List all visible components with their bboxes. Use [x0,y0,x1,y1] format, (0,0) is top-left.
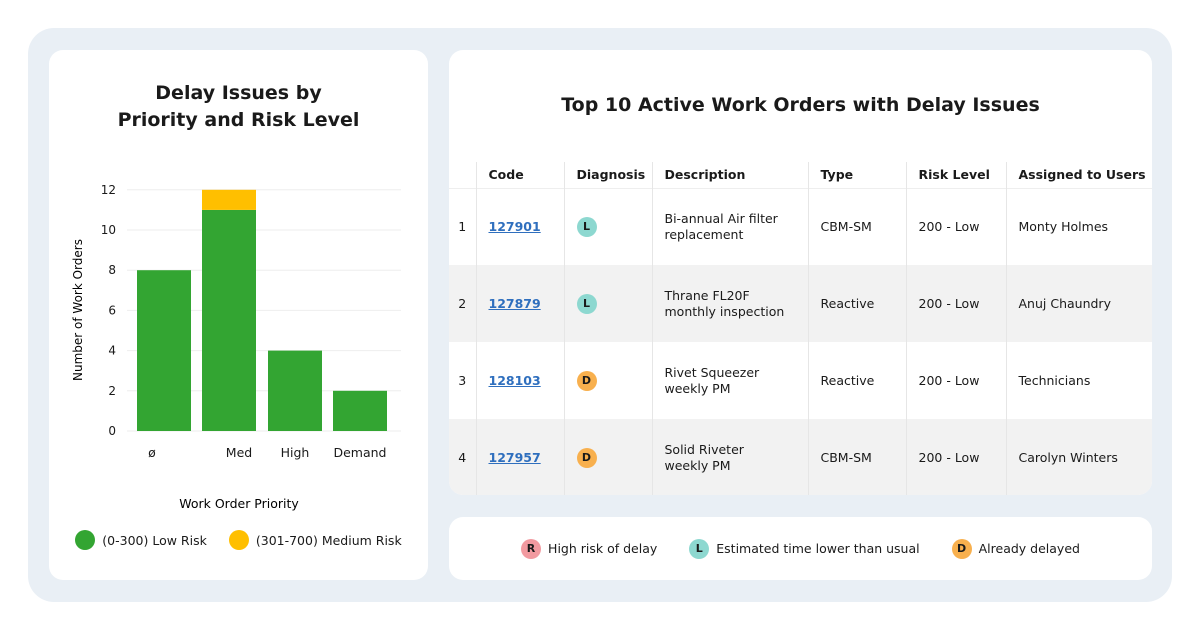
legend-item[interactable]: (0-300) Low Risk [75,530,207,550]
row-number: 1 [458,218,467,234]
diagnosis-legend-item: R High risk of delay [521,538,658,559]
bar-chart: 0 2 4 6 8 10 12 ø Med High Demand Work Order Priori… [71,183,401,511]
diagnosis-badge: D [576,370,597,391]
diagnosis-legend-label: Already delayed [978,541,1080,556]
work-orders-card: Top 10 Active Work Orders with Delay Iss… [449,50,1152,495]
column-header[interactable]: Description [651,162,808,188]
assigned-user-cell: Monty Holmes [1005,188,1152,265]
y-tick-label: 10 [101,223,116,237]
x-tick-label: Med [226,445,252,460]
diagnosis-badge-icon: D [951,538,972,559]
diagnosis-badge-icon: L [689,538,710,559]
chart-title: Delay Issues by Priority and Risk Level [49,80,428,134]
description-cell: Rivet Squeezer weekly PM [651,342,808,419]
work-order-link[interactable]: 127957 [488,449,541,465]
diagnosis-legend: R High risk of delay L Estimated time lower… [449,517,1152,580]
column-header[interactable]: Code [475,162,564,188]
y-tick-label: 12 [101,183,116,197]
legend-label: (301-700) Medium Risk [255,532,402,548]
table-row: 3 128103 D Rivet Squeezer weekly PM Reac… [449,342,1152,419]
row-number: 4 [458,449,467,465]
diagnosis-legend-item: L Estimated time lower than usual [689,538,920,559]
risk-level-cell: 200 - Low [905,188,1006,265]
diagnosis-badge: L [576,216,597,237]
chart-title-line: Priority and Risk Level [117,109,360,131]
chart-card: Delay Issues by Priority and Risk Level … [49,50,428,580]
work-order-link[interactable]: 127879 [488,295,541,311]
work-orders-table: Code Diagnosis Description Type Risk Level As… [449,162,1152,495]
y-tick-label: 2 [108,384,116,398]
y-tick-label: 6 [108,303,116,317]
legend-label: (0-300) Low Risk [102,532,207,548]
diagnosis-badge: L [576,293,597,314]
description-cell: Bi-annual Air filter replacement [651,188,808,265]
table-row: 4 127957 D Solid Riveter weekly PM CBM-S… [449,419,1152,495]
legend-item[interactable]: (301-700) Medium Risk [228,530,402,550]
diagnosis-badge-icon: R [521,538,542,559]
x-axis-label: Work Order Priority [179,496,299,511]
table-row: 2 127879 L Thrane FL20F monthly inspecti… [449,265,1152,342]
diagnosis-legend-label: Estimated time lower than usual [716,541,920,556]
type-cell: CBM-SM [807,188,906,265]
chart-legend: (0-300) Low Risk (301-700) Medium Risk [49,530,428,550]
work-order-link[interactable]: 128103 [488,372,541,388]
column-header[interactable]: Risk Level [905,162,1006,188]
type-cell: Reactive [807,342,906,419]
column-header[interactable]: Diagnosis [563,162,652,188]
x-tick-label: ø [148,445,156,460]
work-order-link[interactable]: 127901 [488,218,541,234]
table-header-row: Code Diagnosis Description Type Risk Level As… [449,162,1152,188]
legend-swatch-icon [75,530,96,550]
table-row: 1 127901 L Bi-annual Air filter replacem… [449,188,1152,265]
row-number: 2 [458,295,467,311]
type-cell: CBM-SM [807,419,906,495]
description-cell: Thrane FL20F monthly inspection [651,265,808,342]
assigned-user-cell: Carolyn Winters [1005,419,1152,495]
row-number: 3 [458,372,467,388]
table-title: Top 10 Active Work Orders with Delay Iss… [561,94,1040,116]
column-header[interactable]: Assigned to Users [1005,162,1152,188]
column-header[interactable]: Type [807,162,906,188]
y-tick-label: 8 [108,263,116,277]
y-tick-label: 0 [108,424,116,438]
chart-title-line: Delay Issues by [155,82,322,104]
diagnosis-badge: D [576,447,597,468]
bar-Med-(301-700) Medium Risk[interactable] [202,189,256,210]
y-tick-label: 4 [108,344,116,358]
bar-High-(0-300) Low Risk[interactable] [268,350,322,431]
diagnosis-legend-label: High risk of delay [548,541,658,556]
diagnosis-legend-item: D Already delayed [951,538,1080,559]
risk-level-cell: 200 - Low [905,265,1006,342]
column-header[interactable] [449,162,476,188]
risk-level-cell: 200 - Low [905,342,1006,419]
y-axis-label: Number of Work Orders [71,239,85,381]
bar-Med-(0-300) Low Risk[interactable] [202,209,256,431]
assigned-user-cell: Technicians [1005,342,1152,419]
legend-swatch-icon [228,530,249,550]
x-tick-label: High [281,445,310,460]
bar-Demand-(0-300) Low Risk[interactable] [333,390,387,431]
description-cell: Solid Riveter weekly PM [651,419,808,495]
assigned-user-cell: Anuj Chaundry [1005,265,1152,342]
bar-ø-(0-300) Low Risk[interactable] [137,270,191,431]
type-cell: Reactive [807,265,906,342]
risk-level-cell: 200 - Low [905,419,1006,495]
x-tick-label: Demand [333,445,386,460]
